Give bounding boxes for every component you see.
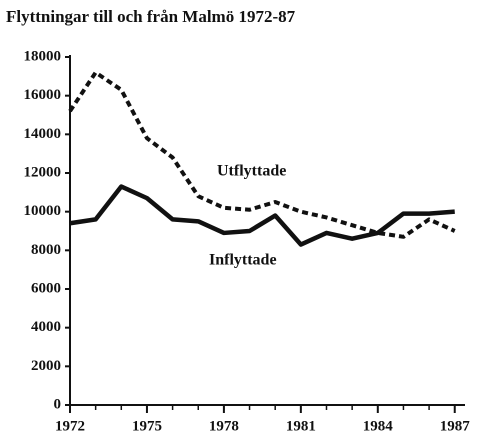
x-tick-label: 1981 [286, 418, 316, 434]
series-line [69, 184, 455, 247]
y-tick-label: 18000 [24, 48, 62, 64]
y-tick-label: 2000 [31, 358, 61, 374]
y-tick-label: 6000 [31, 280, 61, 296]
x-tick-label: 1984 [363, 418, 394, 434]
x-tick-label: 1987 [440, 418, 471, 434]
x-tick-label: 1978 [209, 418, 239, 434]
y-tick-label: 10000 [24, 203, 62, 219]
y-tick-label: 14000 [24, 126, 62, 142]
y-tick-label: 0 [54, 396, 62, 412]
y-tick-label: 8000 [31, 242, 61, 258]
x-tick-label: 1972 [55, 418, 85, 434]
x-tick-label: 1975 [132, 418, 162, 434]
chart-title: Flyttningar till och från Malmö 1972-87 [6, 7, 296, 26]
y-tick-label: 16000 [24, 87, 62, 103]
y-tick-label: 4000 [31, 319, 61, 335]
series-label: Utflyttade [217, 163, 286, 180]
series-label: Inflyttade [209, 252, 277, 269]
series-line [68, 70, 456, 239]
y-tick-label: 12000 [24, 164, 62, 180]
